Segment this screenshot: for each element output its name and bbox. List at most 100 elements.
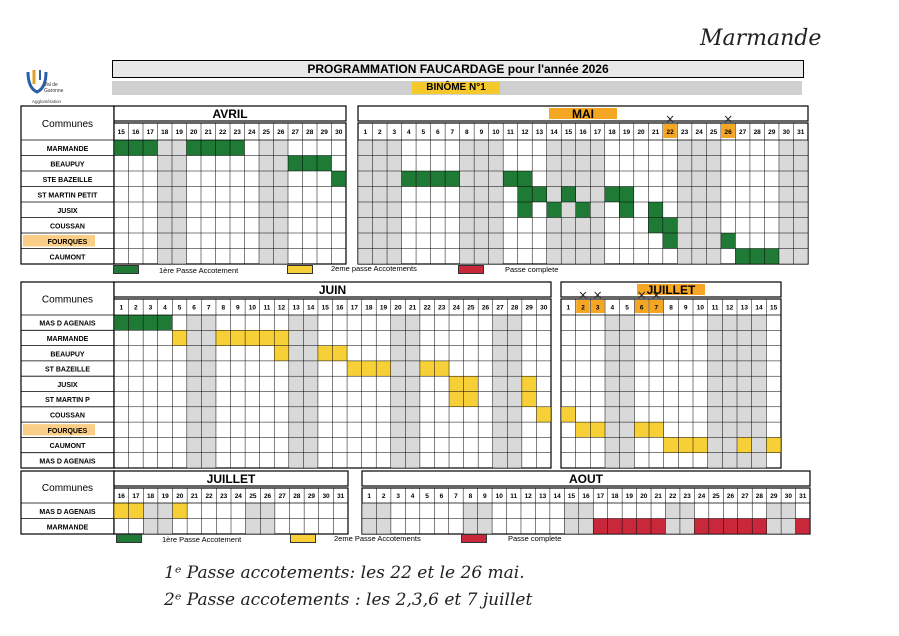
s3-day-number: 18 [611,493,619,500]
s3-day-number: 31 [337,493,345,500]
s3-schedule-cell [708,518,724,534]
s3-day-number: 23 [220,493,228,500]
s2-schedule-cell [561,406,576,423]
s1-day-number: 3 [392,129,396,136]
s2-day-number: 12 [726,305,734,312]
s3-day-number: 17 [597,493,605,500]
s3-day-number: 15 [568,493,576,500]
s1-day-number: 24 [696,129,704,136]
s2-schedule-cell [245,330,260,346]
legend2-green-swatch [116,534,142,543]
s2-day-number: 15 [322,305,330,312]
s2-day-number: 30 [540,305,548,312]
s1-schedule-cell [401,171,417,187]
s3-schedule-cell [114,503,129,519]
s3-schedule-cell [795,518,810,534]
s2-row-label: ST MARTIN P [45,397,90,404]
s1-row-label: COUSSAN [50,223,85,230]
s1-schedule-cell [619,202,634,218]
s2-schedule-cell [634,422,649,438]
s1-day-number: 21 [652,129,660,136]
s2-day-number: 27 [496,305,504,312]
s3-schedule-cell [622,518,637,534]
s1-schedule-cell [575,202,591,218]
s1-day-number: 24 [248,129,256,136]
legend2-second: 2eme Passe Accotements [334,534,421,543]
s1-grid: Communes MARMANDE BEAUPUY STE BAZEILLE ST MA… [20,105,809,265]
s1-day-number: 30 [783,129,791,136]
s1-schedule-cell [288,155,303,171]
s1-day-number: 13 [536,129,544,136]
s3-day-number: 17 [132,493,140,500]
s2-schedule-cell [128,315,144,331]
s2-row-label: CAUMONT [50,443,86,450]
legend-complete: Passe complete [505,265,559,274]
s1-day-number: 19 [176,129,184,136]
s1-day-number: 23 [234,129,242,136]
s3-day-number: 30 [785,493,793,500]
s2-day-number: 5 [625,305,629,312]
s3-day-number: 3 [396,493,400,500]
s2-day-number: 10 [697,305,705,312]
s3-day-number: 1 [367,493,371,500]
s3-schedule-cell [752,518,767,534]
s2-schedule-cell [536,406,551,423]
s2-day-number: 2 [581,305,585,312]
s1-day-number: 26 [725,129,733,136]
s2-day-number: 24 [453,305,461,312]
s3-day-number: 16 [118,493,126,500]
s2-row-label: ST BAZEILLE [45,367,90,374]
s2-day-number: 16 [336,305,344,312]
legend2-complete: Passe complete [508,534,562,543]
s1-day-number: 27 [739,129,747,136]
s2-day-number: 17 [351,305,359,312]
s2-schedule-cell [347,360,362,377]
s1-schedule-cell [186,140,201,156]
legend-yellow-swatch [287,265,313,274]
s3-day-number: 23 [684,493,692,500]
s3-schedule-cell [694,518,709,534]
s1-day-number: 8 [465,129,469,136]
binome-label: BINÔME N°1 [412,82,500,94]
s3-day-number: 27 [741,493,749,500]
s2-day-number: 3 [596,305,600,312]
s1-schedule-cell [201,140,216,156]
s1-schedule-cell [302,155,317,171]
s3-day-number: 4 [411,493,415,500]
s1-day-number: 4 [407,129,411,136]
s3-schedule-cell [737,518,753,534]
s2-day-number: 3 [149,305,153,312]
s2-day-number: 15 [770,305,778,312]
s3-month-title: AOUT [569,472,604,486]
s3-day-number: 7 [454,493,458,500]
s1-schedule-cell [517,171,533,187]
s3-day-number: 20 [176,493,184,500]
s2-day-number: 7 [207,305,211,312]
s2-day-number: 1 [567,305,571,312]
s3-day-number: 25 [712,493,720,500]
s2-day-number: 13 [741,305,749,312]
s2-row-label: MAS D AGENAIS [39,321,95,328]
s3-day-number: 19 [162,493,170,500]
s1-schedule-cell [416,171,431,187]
s1-day-number: 10 [492,129,500,136]
s1-schedule-cell [662,217,678,233]
s2-day-number: 22 [424,305,432,312]
s1-schedule-cell [517,186,533,202]
s3-day-number: 19 [626,493,634,500]
s3-day-number: 24 [235,493,243,500]
s2-schedule-cell [663,437,679,453]
legend2-first: 1ère Passe Accotement [162,535,242,544]
s2-row-label: MAS D AGENAIS [39,458,95,465]
s1-day-number: 5 [422,129,426,136]
s3-day-number: 18 [147,493,155,500]
cross-mark-icon [666,115,674,123]
s1-day-number: 25 [263,129,271,136]
s1-day-number: 29 [321,129,329,136]
legend-first: 1ère Passe Accotement [159,266,239,275]
s2-communes-header: Communes [42,295,93,306]
s1-day-number: 28 [306,129,314,136]
s1-day-number: 17 [147,129,155,136]
s3-day-number: 5 [425,493,429,500]
s1-communes-header: Communes [42,119,93,130]
